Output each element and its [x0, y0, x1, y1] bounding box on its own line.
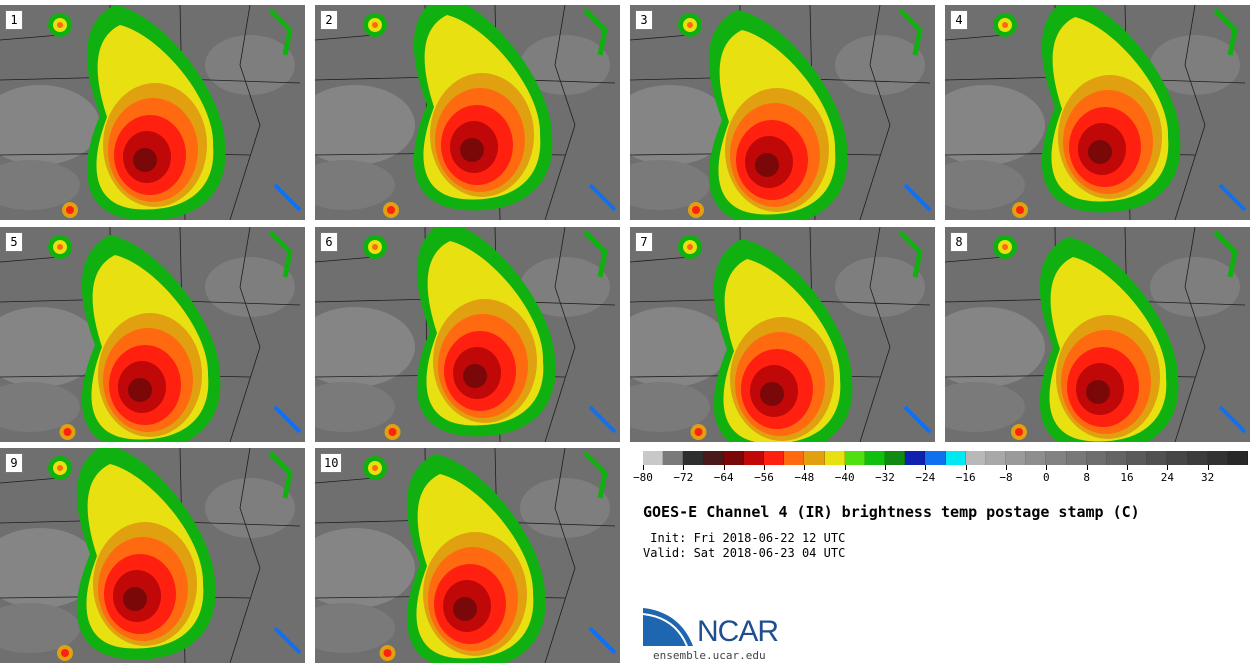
colorbar-swatch — [1106, 451, 1128, 465]
panel-number-label: 5 — [5, 232, 23, 252]
colorbar-tick-label: −48 — [794, 471, 815, 484]
colorbar-tick-label: 24 — [1160, 471, 1174, 484]
colorbar-tick-label: −24 — [915, 471, 936, 484]
ir-brightness-map — [315, 448, 617, 663]
ir-brightness-map — [0, 5, 302, 220]
panel-number-label: 1 — [5, 10, 23, 30]
ir-brightness-map — [315, 5, 617, 220]
colorbar-tick — [844, 465, 846, 470]
colorbar-swatch — [1046, 451, 1067, 465]
colorbar-swatch — [703, 451, 724, 465]
ir-brightness-map — [315, 227, 617, 442]
colorbar-tick-label: −16 — [955, 471, 976, 484]
colorbar-tick-label: −8 — [999, 471, 1013, 484]
colorbar-tick — [925, 465, 927, 470]
postage-stamp-panel: 5 — [0, 227, 305, 442]
colorbar-tick — [683, 465, 685, 470]
colorbar-tick — [885, 465, 886, 470]
panel-number-label: 2 — [320, 10, 338, 30]
colorbar-tick-label: −40 — [834, 471, 855, 484]
postage-stamp-panel: 7 — [630, 227, 935, 442]
colorbar-tick — [1086, 465, 1088, 470]
postage-stamp-panel: 8 — [945, 227, 1250, 442]
colorbar-swatch — [1006, 451, 1027, 465]
postage-stamp-panel: 9 — [0, 448, 305, 663]
postage-stamp-panel: 6 — [315, 227, 620, 442]
colorbar-tick — [643, 465, 644, 470]
colorbar-swatch — [844, 451, 865, 465]
init-time: Init: Fri 2018-06-22 12 UTC — [643, 531, 846, 545]
ir-brightness-map — [0, 448, 302, 663]
colorbar-tick-label: −32 — [875, 471, 895, 484]
valid-time: Valid: Sat 2018-06-23 04 UTC — [643, 546, 846, 560]
colorbar-swatch — [925, 451, 946, 465]
postage-stamp-panel: 10 — [315, 448, 620, 663]
panel-number-label: 10 — [320, 453, 343, 473]
panel-number-label: 6 — [320, 232, 338, 252]
colorbar-swatch — [1066, 451, 1087, 465]
colorbar-swatch — [1187, 451, 1208, 465]
colorbar-swatch — [643, 451, 664, 465]
colorbar-tick — [764, 465, 765, 470]
colorbar-swatch — [885, 451, 906, 465]
colorbar-swatch — [663, 451, 684, 465]
ir-brightness-map — [945, 227, 1247, 442]
colorbar-swatch — [1026, 451, 1047, 465]
colorbar-swatch — [1086, 451, 1107, 465]
colorbar-swatch — [1147, 451, 1168, 465]
plot-title: GOES-E Channel 4 (IR) brightness temp po… — [643, 503, 1140, 521]
colorbar-swatch — [784, 451, 805, 465]
colorbar-swatch — [965, 451, 986, 465]
colorbar-tick — [965, 465, 967, 470]
logo-url: ensemble.ucar.edu — [653, 649, 766, 662]
colorbar-swatch — [1227, 451, 1249, 465]
colorbar-tick-label: −72 — [673, 471, 694, 484]
colorbar-tick-label: 0 — [1043, 471, 1050, 484]
colorbar-swatch — [985, 451, 1007, 465]
colorbar-tick-label: 32 — [1201, 471, 1215, 484]
colorbar-tick-label: −56 — [754, 471, 774, 484]
colorbar-swatch — [945, 451, 966, 465]
colorbar-swatch — [723, 451, 744, 465]
postage-stamp-panel: 2 — [315, 5, 620, 220]
colorbar-swatch — [864, 451, 886, 465]
colorbar-tick — [1127, 465, 1128, 470]
colorbar-tick-label: 16 — [1120, 471, 1134, 484]
postage-stamp-panel: 4 — [945, 5, 1250, 220]
colorbar-tick — [723, 465, 725, 470]
colorbar — [643, 451, 1249, 465]
ir-brightness-map — [630, 227, 932, 442]
ir-brightness-map — [945, 5, 1247, 220]
ir-brightness-map — [0, 227, 302, 442]
colorbar-swatch — [683, 451, 704, 465]
colorbar-tick-label: −64 — [713, 471, 734, 484]
panel-number-label: 3 — [635, 10, 653, 30]
colorbar-swatch — [804, 451, 825, 465]
logo-name: NCAR — [697, 615, 779, 648]
ir-brightness-map — [630, 5, 932, 220]
colorbar-tick — [1207, 465, 1209, 470]
panel-number-label: 8 — [950, 232, 968, 252]
colorbar-swatch — [1167, 451, 1188, 465]
colorbar-swatch — [764, 451, 785, 465]
postage-stamp-panel: 3 — [630, 5, 935, 220]
colorbar-tick — [1006, 465, 1007, 470]
panel-number-label: 4 — [950, 10, 968, 30]
colorbar-swatch — [743, 451, 765, 465]
colorbar-swatch — [905, 451, 926, 465]
colorbar-tick — [1046, 465, 1048, 470]
ncar-logo-icon — [643, 608, 693, 647]
colorbar-tick — [804, 465, 806, 470]
colorbar-swatch — [1127, 451, 1148, 465]
colorbar-tick-label: 8 — [1083, 471, 1090, 484]
colorbar-ticks: −80 −72 −64 −56 −48 −40 −32 −24 −16 −8 0 8 16 24 32 — [633, 465, 1248, 485]
postage-stamp-panel: 1 — [0, 5, 305, 220]
colorbar-swatch — [1207, 451, 1228, 465]
colorbar-tick-label: −80 — [633, 471, 653, 484]
colorbar-tick — [1167, 465, 1169, 470]
panel-number-label: 7 — [635, 232, 653, 252]
colorbar-swatch — [824, 451, 845, 465]
panel-number-label: 9 — [5, 453, 23, 473]
